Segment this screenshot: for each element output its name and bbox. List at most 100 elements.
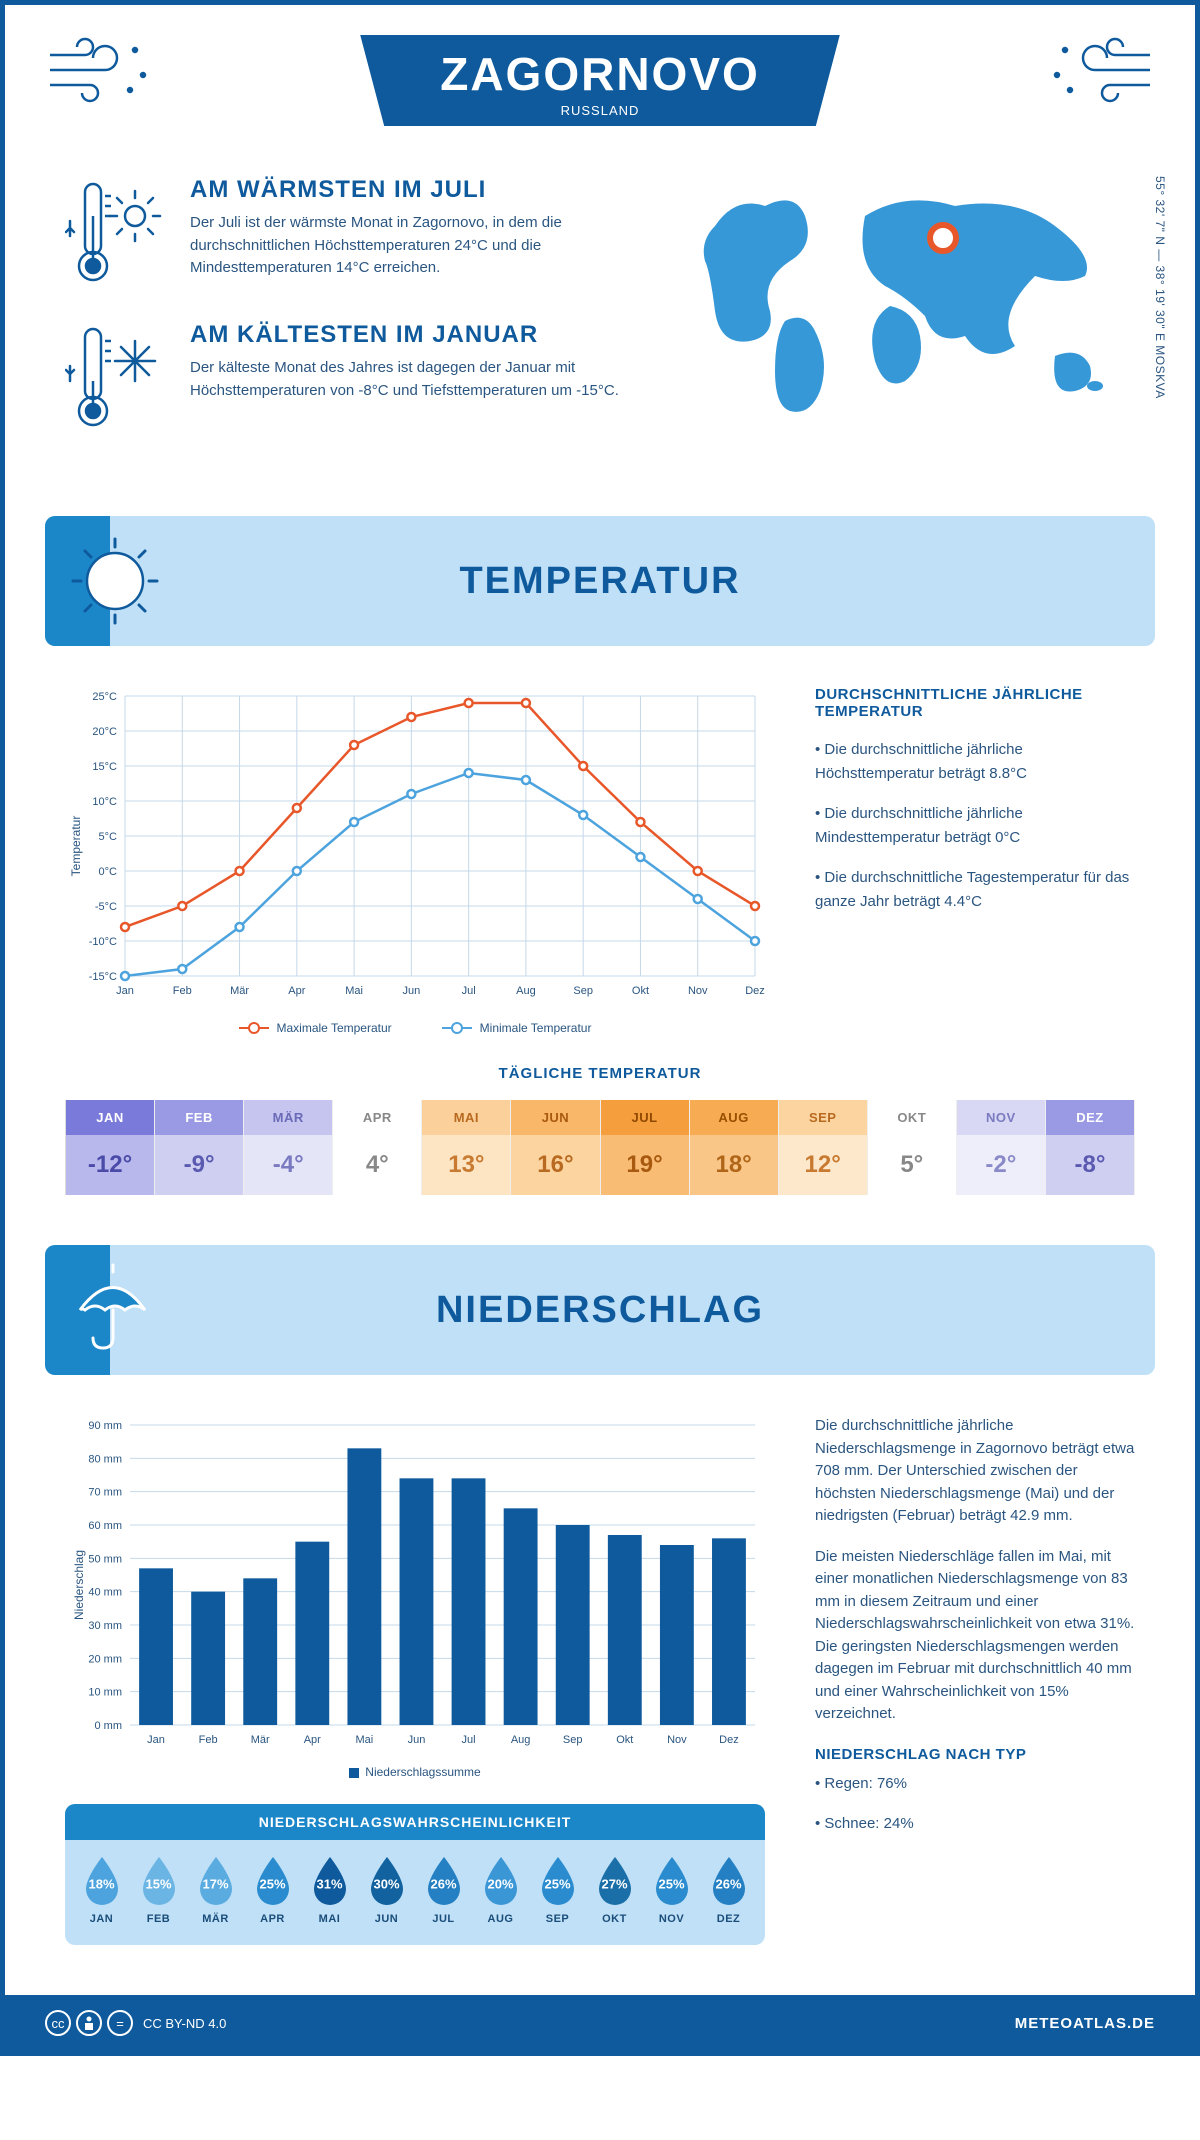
svg-text:Aug: Aug: [511, 1734, 531, 1746]
svg-text:Jan: Jan: [116, 985, 134, 997]
svg-text:20 mm: 20 mm: [88, 1653, 122, 1665]
daily-cell: JAN-12°: [66, 1100, 155, 1195]
svg-text:Okt: Okt: [632, 985, 649, 997]
prob-cell: 20%AUG: [474, 1855, 527, 1925]
svg-text:0°C: 0°C: [99, 866, 118, 878]
svg-text:Feb: Feb: [199, 1734, 218, 1746]
temp-chart-wrap: -15°C-10°C-5°C0°C5°C10°C15°C20°C25°CJanF…: [65, 686, 765, 1035]
precip-left: 0 mm 10 mm 20 mm 30 mm 40 mm 50 mm 60 mm 70 mm 8…: [65, 1415, 765, 1945]
svg-text:0 mm: 0 mm: [95, 1720, 123, 1732]
wind-icon-right: [1035, 35, 1155, 110]
coordinates: 55° 32' 7" N — 38° 19' 30" E MOSKVA: [1153, 176, 1167, 399]
warmest-title: AM WÄRMSTEN IM JULI: [190, 176, 635, 204]
svg-text:Apr: Apr: [304, 1734, 321, 1746]
temp-line-chart: -15°C-10°C-5°C0°C5°C10°C15°C20°C25°CJanF…: [65, 686, 765, 1006]
daily-temp-section: TÄGLICHE TEMPERATUR JAN-12°FEB-9°MÄR-4°A…: [5, 1055, 1195, 1225]
daily-cell: FEB-9°: [155, 1100, 244, 1195]
daily-cell: DEZ-8°: [1046, 1100, 1135, 1195]
prob-cell: 25%SEP: [531, 1855, 584, 1925]
svg-text:Dez: Dez: [745, 985, 765, 997]
daily-cell: AUG18°: [690, 1100, 779, 1195]
svg-text:10 mm: 10 mm: [88, 1687, 122, 1699]
precip-type-title: NIEDERSCHLAG NACH TYP: [815, 1746, 1135, 1763]
svg-text:Temperatur: Temperatur: [69, 816, 83, 877]
prob-cell: 15%FEB: [132, 1855, 185, 1925]
map-block: 55° 32' 7" N — 38° 19' 30" E MOSKVA: [675, 176, 1135, 466]
svg-text:Mär: Mär: [251, 1734, 270, 1746]
warmest-text: Der Juli ist der wärmste Monat in Zagorn…: [190, 212, 635, 280]
section-title-temp: TEMPERATUR: [459, 560, 740, 603]
coldest-title: AM KÄLTESTEN IM JANUAR: [190, 321, 635, 349]
coldest-text: Der kälteste Monat des Jahres ist dagege…: [190, 357, 635, 402]
precip-text: Die durchschnittliche jährliche Niedersc…: [815, 1415, 1135, 1945]
svg-text:5°C: 5°C: [99, 831, 118, 843]
brand-text: METEOATLAS.DE: [1015, 2015, 1155, 2032]
svg-text:40 mm: 40 mm: [88, 1587, 122, 1599]
svg-text:60 mm: 60 mm: [88, 1520, 122, 1532]
precipitation-banner: NIEDERSCHLAG: [45, 1245, 1155, 1375]
temp-fact-1: • Die durchschnittliche jährliche Höchst…: [815, 738, 1135, 786]
precip-rain: • Regen: 76%: [815, 1773, 1135, 1796]
svg-text:Jun: Jun: [402, 985, 420, 997]
page-title: ZAGORNOVO: [440, 47, 760, 101]
svg-text:Apr: Apr: [288, 985, 305, 997]
daily-temp-title: TÄGLICHE TEMPERATUR: [65, 1065, 1135, 1082]
daily-cell: JUL19°: [601, 1100, 690, 1195]
sun-icon: [65, 531, 165, 636]
svg-text:Niederschlag: Niederschlag: [72, 1550, 86, 1620]
by-icon: [76, 2010, 102, 2036]
precip-legend: Niederschlagssumme: [65, 1765, 765, 1779]
coldest-block: AM KÄLTESTEN IM JANUAR Der kälteste Mona…: [65, 321, 635, 436]
daily-cell: JUN16°: [511, 1100, 600, 1195]
cc-icon: cc: [45, 2010, 71, 2036]
probability-grid: 18%JAN15%FEB17%MÄR25%APR31%MAI30%JUN26%J…: [65, 1840, 765, 1930]
prob-cell: 31%MAI: [303, 1855, 356, 1925]
svg-text:-10°C: -10°C: [89, 936, 117, 948]
daily-cell: NOV-2°: [957, 1100, 1046, 1195]
prob-cell: 27%OKT: [588, 1855, 641, 1925]
temperature-section: -15°C-10°C-5°C0°C5°C10°C15°C20°C25°CJanF…: [5, 666, 1195, 1055]
svg-text:Nov: Nov: [667, 1734, 687, 1746]
svg-text:Jul: Jul: [462, 985, 476, 997]
prob-cell: 30%JUN: [360, 1855, 413, 1925]
header: ZAGORNOVO RUSSLAND: [5, 5, 1195, 166]
temperature-banner: TEMPERATUR: [45, 516, 1155, 646]
footer: cc = CC BY-ND 4.0 METEOATLAS.DE: [5, 1995, 1195, 2051]
page-subtitle: RUSSLAND: [440, 103, 760, 118]
svg-text:Jun: Jun: [408, 1734, 426, 1746]
svg-text:50 mm: 50 mm: [88, 1553, 122, 1565]
temp-fact-3: • Die durchschnittliche Tagestemperatur …: [815, 866, 1135, 914]
precip-snow: • Schnee: 24%: [815, 1813, 1135, 1836]
wind-icon-left: [45, 35, 165, 110]
daily-cell: MÄR-4°: [244, 1100, 333, 1195]
svg-text:20°C: 20°C: [92, 726, 117, 738]
svg-text:30 mm: 30 mm: [88, 1620, 122, 1632]
probability-title: NIEDERSCHLAGSWAHRSCHEINLICHKEIT: [65, 1804, 765, 1840]
prob-cell: 26%JUL: [417, 1855, 470, 1925]
daily-cell: OKT5°: [868, 1100, 957, 1195]
svg-text:Dez: Dez: [719, 1734, 739, 1746]
svg-text:25°C: 25°C: [92, 691, 117, 703]
svg-text:Mär: Mär: [230, 985, 249, 997]
svg-text:80 mm: 80 mm: [88, 1453, 122, 1465]
prob-cell: 25%NOV: [645, 1855, 698, 1925]
page: ZAGORNOVO RUSSLAND AM WÄRMSTEN IM JULI D…: [0, 0, 1200, 2056]
precipitation-section: 0 mm 10 mm 20 mm 30 mm 40 mm 50 mm 60 mm 70 mm 8…: [5, 1395, 1195, 1965]
svg-text:Nov: Nov: [688, 985, 708, 997]
intro-section: AM WÄRMSTEN IM JULI Der Juli ist der wär…: [5, 166, 1195, 496]
daily-temp-grid: JAN-12°FEB-9°MÄR-4°APR4°MAI13°JUN16°JUL1…: [65, 1100, 1135, 1195]
nd-icon: =: [107, 2010, 133, 2036]
temp-fact-2: • Die durchschnittliche jährliche Mindes…: [815, 802, 1135, 850]
temp-legend: Maximale Temperatur Minimale Temperatur: [65, 1021, 765, 1035]
prob-cell: 17%MÄR: [189, 1855, 242, 1925]
svg-text:-15°C: -15°C: [89, 971, 117, 983]
thermometer-cold-icon: [65, 321, 165, 436]
daily-cell: SEP12°: [779, 1100, 868, 1195]
intro-left: AM WÄRMSTEN IM JULI Der Juli ist der wär…: [65, 176, 635, 466]
probability-panel: NIEDERSCHLAGSWAHRSCHEINLICHKEIT 18%JAN15…: [65, 1804, 765, 1945]
section-title-precip: NIEDERSCHLAG: [436, 1289, 764, 1332]
daily-cell: MAI13°: [422, 1100, 511, 1195]
umbrella-icon: [65, 1260, 160, 1360]
svg-text:Jul: Jul: [462, 1734, 476, 1746]
svg-text:70 mm: 70 mm: [88, 1487, 122, 1499]
